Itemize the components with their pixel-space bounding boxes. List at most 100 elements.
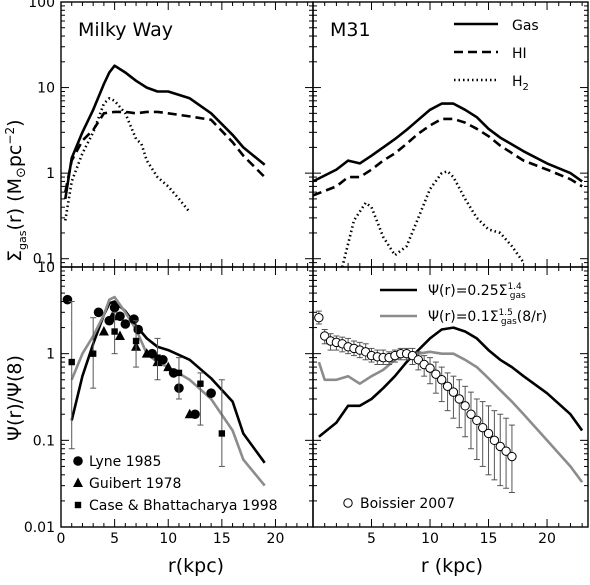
- x-tick-label: 5: [110, 531, 119, 547]
- data-point-square: [218, 430, 226, 437]
- legend-label: Guibert 1978: [89, 476, 181, 492]
- data-point-triangle: [141, 348, 152, 358]
- data-point-circle: [62, 294, 73, 305]
- data-point-circle: [109, 302, 120, 313]
- panel-title: Milky Way: [78, 19, 173, 41]
- data-point-open-circle: [460, 401, 470, 411]
- data-point-square: [74, 501, 82, 509]
- legend-label: Ψ(r)=0.1Σ1.5 gas(8/r): [428, 308, 547, 327]
- data-point-open-circle: [501, 446, 511, 456]
- data-point-open-circle: [466, 409, 476, 419]
- data-point-open-circle: [442, 381, 453, 392]
- panel-m31-sfr: 5 10 15 20 Ψ(r)=0.25Σ1.4 gas Ψ(r)=0.1Σ1.5 gas(8…: [312, 266, 589, 547]
- series-line-hi: [64, 110, 266, 193]
- panel-milky-way-gas: 0.1 1 10 100 Milky Way: [28, 0, 314, 268]
- legend-label: Case & Bhattacharya 1998: [89, 498, 278, 514]
- series-line-h2: [64, 97, 191, 221]
- y-tick-label: 1: [46, 347, 55, 363]
- data-point-open-circle: [454, 394, 464, 404]
- legend-label: HI: [512, 46, 527, 62]
- panel-title: M31: [330, 19, 371, 41]
- series-line-gas: [312, 102, 583, 183]
- data-point-triangle: [184, 408, 195, 419]
- data-point-open-circle: [320, 331, 330, 341]
- series-line-h2: [341, 170, 525, 268]
- data-point-open-circle: [477, 422, 488, 433]
- x-tick-label: 15: [480, 531, 498, 547]
- y-tick-label: 100: [28, 0, 55, 11]
- data-point-circle: [206, 388, 216, 398]
- series-line: [318, 326, 584, 438]
- series-line-gas: [64, 64, 266, 200]
- series-line-hi: [312, 117, 583, 197]
- panel-m31-gas: M31 Gas HI H2: [312, 1, 589, 268]
- y-axis-title-part: (r) (M: [4, 178, 26, 230]
- data-point-open-circle: [343, 498, 353, 508]
- data-point-circle: [133, 324, 144, 335]
- data-point-square: [175, 369, 183, 377]
- data-point-open-circle: [472, 415, 482, 426]
- data-point-open-circle: [483, 428, 494, 439]
- y-tick-label: 1: [46, 166, 55, 182]
- x-tick-label: 10: [421, 531, 439, 547]
- data-point-square: [111, 328, 118, 335]
- legend-label: Ψ(r)=0.25Σ1.4 gas: [428, 282, 526, 301]
- y-tick-label: 0.1: [33, 433, 55, 449]
- data-point-open-circle: [489, 435, 500, 446]
- series-line: [317, 350, 584, 483]
- x-tick-label: 10: [159, 531, 177, 547]
- y-axis-title-bottom: Ψ(r)/Ψ(8): [4, 355, 26, 441]
- legend-superscript: 1.4: [507, 282, 522, 292]
- y-axis-title-part: gas: [16, 230, 29, 250]
- legend-label: H2: [512, 74, 529, 93]
- data-point-open-circle: [507, 451, 517, 462]
- data-point-open-circle: [425, 363, 435, 373]
- panel-frame: [312, 1, 589, 268]
- data-point-circle: [120, 319, 131, 329]
- data-point-square: [132, 337, 140, 345]
- x-axis-title-right: r (kpc): [421, 555, 483, 577]
- data-point-open-circle: [437, 375, 447, 385]
- legend-label: Boissier 2007: [360, 496, 455, 512]
- y-axis-title-part: pc: [4, 145, 26, 168]
- data-point-open-circle: [448, 387, 459, 397]
- y-tick-label: 0.01: [24, 520, 55, 536]
- data-point-open-circle: [431, 369, 441, 379]
- y-axis-title-top: Σgas(r) (M⊙pc−2): [3, 119, 29, 262]
- legend-subscript: gas: [510, 291, 526, 301]
- legend-label: Lyne 1985: [89, 454, 161, 470]
- x-axis-title-left: r(kpc): [168, 555, 224, 577]
- data-point-triangle: [98, 326, 109, 336]
- legend-superscript: 1.5: [499, 308, 513, 318]
- data-point-triangle: [73, 477, 83, 487]
- panel-milky-way-sfr: 0.01 0.1 1 10 0 5 10 15 20 Lyne 1985 Guibert 1978 C…: [24, 260, 314, 547]
- y-tick-label: 0.1: [33, 252, 55, 268]
- y-tick-label: 10: [37, 260, 55, 276]
- x-tick-label: 5: [367, 531, 376, 547]
- data-point-open-circle: [314, 313, 324, 323]
- legend-tail: (8/r): [517, 309, 547, 325]
- data-point-circle: [93, 307, 104, 318]
- legend-subscript: gas: [501, 317, 517, 327]
- data-point-square: [197, 380, 204, 387]
- x-tick-label: 20: [267, 531, 285, 547]
- data-point-square: [154, 354, 161, 361]
- data-point-circle: [73, 456, 83, 466]
- data-point-triangle: [114, 330, 125, 340]
- y-axis-title-part: −2: [3, 127, 17, 145]
- y-axis-title-part: Σ: [4, 250, 26, 262]
- x-tick-label: 15: [213, 531, 231, 547]
- data-point-circle: [115, 311, 125, 322]
- panel-frame: [312, 266, 589, 528]
- y-axis-title-part: ⊙: [14, 167, 29, 178]
- data-point-square: [68, 358, 75, 366]
- y-tick-label: 10: [37, 81, 55, 97]
- data-point-square: [89, 350, 97, 357]
- legend-label-subscript: 2: [523, 82, 529, 93]
- y-axis-title-part: ): [4, 119, 26, 126]
- data-point-circle: [129, 314, 139, 324]
- x-tick-label: 20: [538, 531, 556, 547]
- data-point-triangle: [163, 361, 174, 372]
